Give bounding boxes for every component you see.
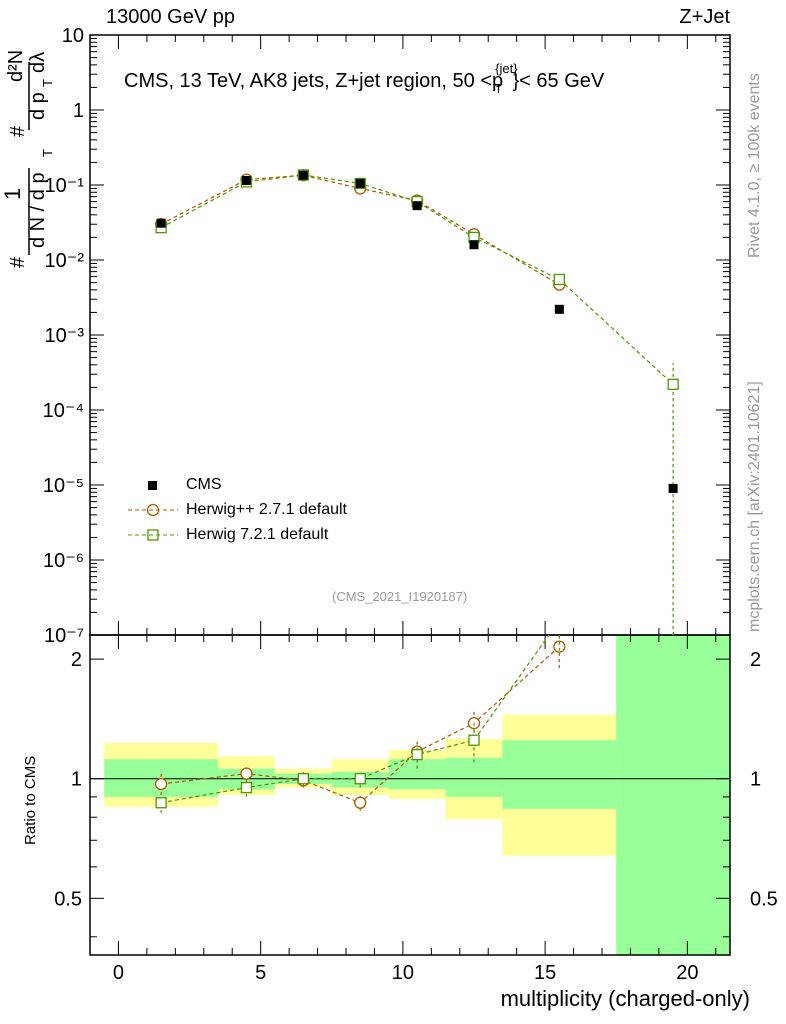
ratio-herwigpp-point xyxy=(553,640,566,653)
ratio-herwig7-point xyxy=(240,781,253,794)
cms-point xyxy=(241,175,251,185)
ratio-uncertainty-bands xyxy=(104,635,730,955)
ratio-y-tick-label-right: 0.5 xyxy=(750,888,778,910)
ylabel-part: # xyxy=(7,125,29,137)
header-process: Z+Jet xyxy=(679,6,730,28)
ylabel-part: d²N xyxy=(5,50,27,82)
cms-point xyxy=(355,178,365,188)
legend-label-herwig7: Herwig 7.2.1 default xyxy=(186,526,329,543)
legend-label-herwigpp: Herwig++ 2.7.1 default xyxy=(186,501,347,518)
x-tick-label: 20 xyxy=(676,962,698,984)
ratio-herwig7-point xyxy=(155,797,167,809)
herwig7-point xyxy=(553,273,565,286)
cms-point xyxy=(298,170,308,180)
main-series-layer xyxy=(154,169,679,635)
y-tick-label: 10⁻⁷ xyxy=(44,625,84,647)
ratio-herwigpp-point xyxy=(154,777,168,791)
x-tick-label: 5 xyxy=(255,962,266,984)
main-frame-rect xyxy=(89,34,731,636)
cms-point xyxy=(668,483,678,493)
y-tick-label: 10⁻³ xyxy=(45,325,85,347)
ratio-herwigpp-point xyxy=(354,796,367,809)
ratio-y-axis-title: Ratio to CMS xyxy=(22,755,39,845)
ratio-series-layer xyxy=(154,616,566,813)
mcplots-label: mcplots.cern.ch [arXiv:2401.10621] xyxy=(746,381,763,632)
legend-marker-herwig7 xyxy=(147,529,159,541)
y-tick-label: 10⁻⁵ xyxy=(43,475,84,497)
x-tick-label: 0 xyxy=(113,962,124,984)
ratio-herwig7-point xyxy=(468,734,480,746)
cms-point xyxy=(469,240,479,250)
band-inner-5 xyxy=(445,757,503,797)
herwig7-line xyxy=(160,174,674,385)
ratio-herwig7-point xyxy=(297,773,309,785)
band-inner-4 xyxy=(388,759,446,790)
analysis-reference: (CMS_2021_I1920187) xyxy=(332,589,468,604)
ratio-axis-ticks: 0 5 10 15 20 0.5 0.5 1 1 2 2 xyxy=(54,635,778,984)
ratio-y-tick-label: 2 xyxy=(71,649,82,671)
rivet-version-label: Rivet 4.1.0, ≥ 100k events xyxy=(746,73,763,258)
ylabel-part: # xyxy=(7,256,29,268)
y-tick-label: 10 xyxy=(62,25,84,47)
cms-point xyxy=(554,304,564,314)
band-inner-7 xyxy=(616,635,730,955)
y-tick-label: 10⁻¹ xyxy=(45,175,85,197)
ratio-y-tick-label: 0.5 xyxy=(54,888,82,910)
ylabel-part: T xyxy=(40,79,55,87)
y-tick-label: 1 xyxy=(73,100,84,122)
legend-label-cms: CMS xyxy=(186,476,222,493)
legend-marker-cms xyxy=(148,481,157,490)
ratio-herwigpp-point xyxy=(467,716,481,730)
ylabel-part: T xyxy=(40,149,55,157)
ratio-herwig7-point xyxy=(354,773,366,785)
ylabel-part: d p xyxy=(27,92,49,120)
ratio-plot-frame xyxy=(89,634,731,956)
cms-point xyxy=(156,218,166,228)
ylabel-part: dλ xyxy=(27,52,49,73)
main-plot-frame xyxy=(89,34,731,636)
y-tick-label: 10⁻⁴ xyxy=(43,400,84,422)
ylabel-part: d N / d p xyxy=(27,172,49,248)
x-tick-label: 15 xyxy=(534,962,556,984)
ratio-clip-group xyxy=(154,616,566,813)
ratio-herwig7-point xyxy=(554,616,564,626)
y-tick-label: 10⁻² xyxy=(45,250,85,272)
ratio-herwigpp-point xyxy=(240,767,253,780)
x-tick-label: 10 xyxy=(392,962,414,984)
herwig7-point xyxy=(667,378,679,390)
ratio-y-tick-label-right: 2 xyxy=(750,649,761,671)
legend-marker-herwigpp xyxy=(146,503,160,517)
ratio-y-tick-label: 1 xyxy=(71,769,82,791)
cms-point xyxy=(412,201,422,211)
header-energy: 13000 GeV pp xyxy=(106,6,235,28)
x-axis-title: multiplicity (charged-only) xyxy=(500,986,750,1011)
band-inner-6 xyxy=(502,740,617,809)
ratio-herwig7-point xyxy=(411,748,423,761)
ratio-frame-rect xyxy=(89,634,731,956)
main-y-axis-ticks: 10 1 10⁻¹ 10⁻² 10⁻³ 10⁻⁴ 10⁻⁵ 10⁻⁶ 10⁻⁷ xyxy=(43,25,730,647)
ratio-y-tick-label-right: 1 xyxy=(750,769,761,791)
y-tick-label: 10⁻⁶ xyxy=(43,550,84,572)
plot-title: CMS, 13 TeV, AK8 jets, Z+jet region, 50 … xyxy=(124,61,605,96)
ylabel-part: 1 xyxy=(0,188,25,200)
